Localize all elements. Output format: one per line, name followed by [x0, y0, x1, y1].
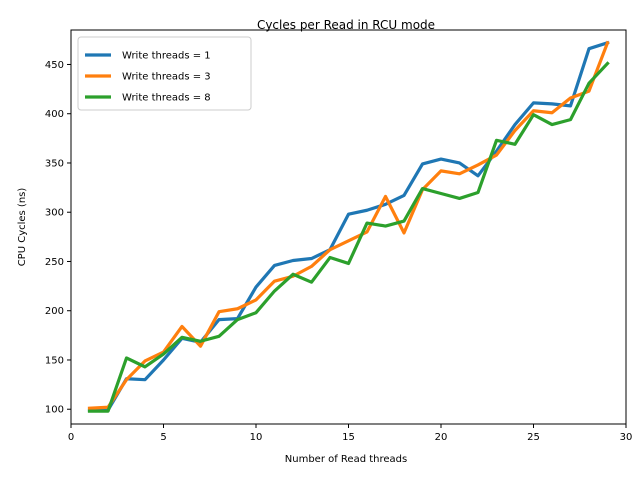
y-tick-label: 450 [45, 60, 64, 71]
series-line-2 [87, 40, 610, 410]
legend: Write threads = 1 Write threads = 3 Write … [77, 36, 252, 111]
x-tick-label: 30 [620, 432, 633, 443]
x-tick-label: 10 [250, 432, 263, 443]
x-tick-label: 20 [435, 432, 448, 443]
y-tick-label: 200 [45, 306, 64, 317]
y-axis: 100 150 200 250 300 350 400 450 [45, 60, 71, 416]
y-tick-label: 350 [45, 158, 64, 169]
legend-box [77, 36, 252, 111]
y-tick-label: 150 [45, 355, 64, 366]
x-tick-label: 25 [527, 432, 540, 443]
legend-item-2: Write threads = 3 [85, 72, 211, 83]
x-tick-label: 5 [160, 432, 166, 443]
legend-label: Write threads = 1 [122, 51, 211, 62]
legend-label: Write threads = 3 [122, 72, 211, 83]
y-tick-label: 100 [45, 405, 64, 416]
y-tick-label: 250 [45, 257, 64, 268]
series-line-1 [87, 40, 610, 412]
x-tick-label: 0 [68, 432, 74, 443]
x-axis-label: Number of Read threads [285, 454, 407, 465]
legend-label: Write threads = 8 [122, 93, 211, 104]
series-line-3 [87, 61, 610, 413]
chart-title: Cycles per Read in RCU mode [257, 18, 435, 32]
x-tick-label: 15 [342, 432, 355, 443]
y-tick-label: 400 [45, 109, 64, 120]
series-layer [87, 40, 610, 413]
x-axis: 0 5 10 15 20 25 30 [68, 424, 633, 443]
plot-area: 0 5 10 15 20 25 30 100 150 200 250 300 350 400 450 [45, 29, 633, 443]
legend-item-3: Write threads = 8 [85, 93, 211, 104]
legend-item-1: Write threads = 1 [85, 51, 211, 62]
y-tick-label: 300 [45, 208, 64, 219]
y-axis-label: CPU Cycles (ns) [17, 188, 28, 267]
